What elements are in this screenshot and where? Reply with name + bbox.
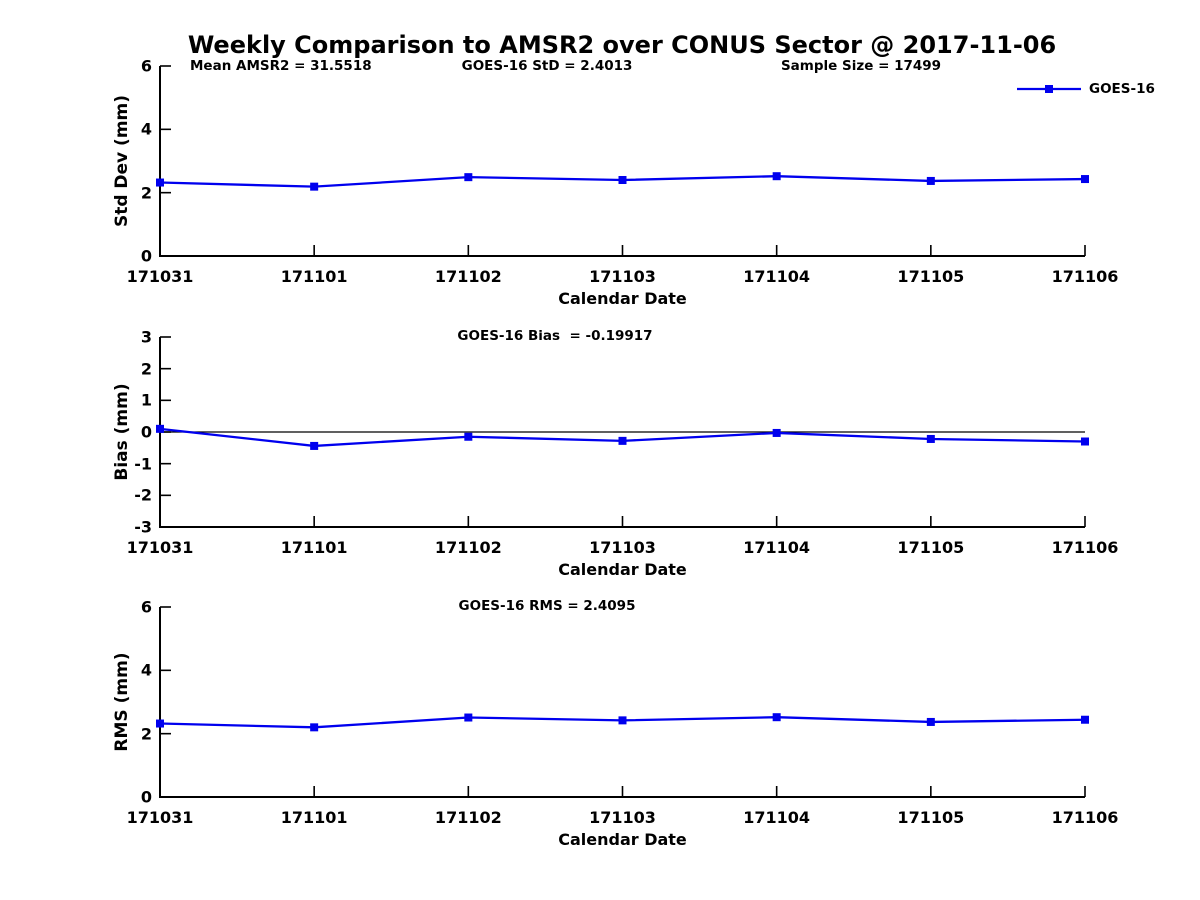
- series-marker: [926, 434, 935, 443]
- series-marker: [464, 713, 473, 722]
- series-marker: [772, 713, 781, 722]
- series-marker: [772, 172, 781, 181]
- series-marker: [1081, 437, 1089, 446]
- series-marker: [310, 182, 319, 191]
- annotation-mean-amsr2: Mean AMSR2 = 31.5518: [190, 58, 372, 74]
- legend-line-swatch: [1017, 85, 1081, 93]
- series-marker: [310, 441, 319, 450]
- series-marker: [618, 176, 627, 184]
- series-marker: [1081, 175, 1089, 184]
- annotation-goes16-std: GOES-16 StD = 2.4013: [461, 58, 633, 74]
- series-marker: [156, 178, 164, 187]
- axis-frame: [159, 66, 1085, 257]
- series-marker: [156, 719, 164, 728]
- axis-frame: [159, 607, 1085, 798]
- annotation-sample-size: Sample Size = 17499: [780, 58, 942, 74]
- series-marker: [464, 432, 473, 441]
- series-marker: [772, 428, 781, 437]
- series-marker: [1081, 715, 1089, 724]
- series-marker: [618, 716, 627, 725]
- legend-label: GOES-16: [1089, 81, 1155, 97]
- series-marker: [310, 723, 319, 732]
- series-marker: [618, 436, 627, 445]
- series-marker: [926, 176, 935, 185]
- series-marker: [464, 173, 473, 182]
- legend: GOES-16: [1016, 81, 1155, 97]
- series-marker: [926, 717, 935, 726]
- page-title: Weekly Comparison to AMSR2 over CONUS Se…: [187, 31, 1057, 59]
- series-marker: [156, 424, 164, 433]
